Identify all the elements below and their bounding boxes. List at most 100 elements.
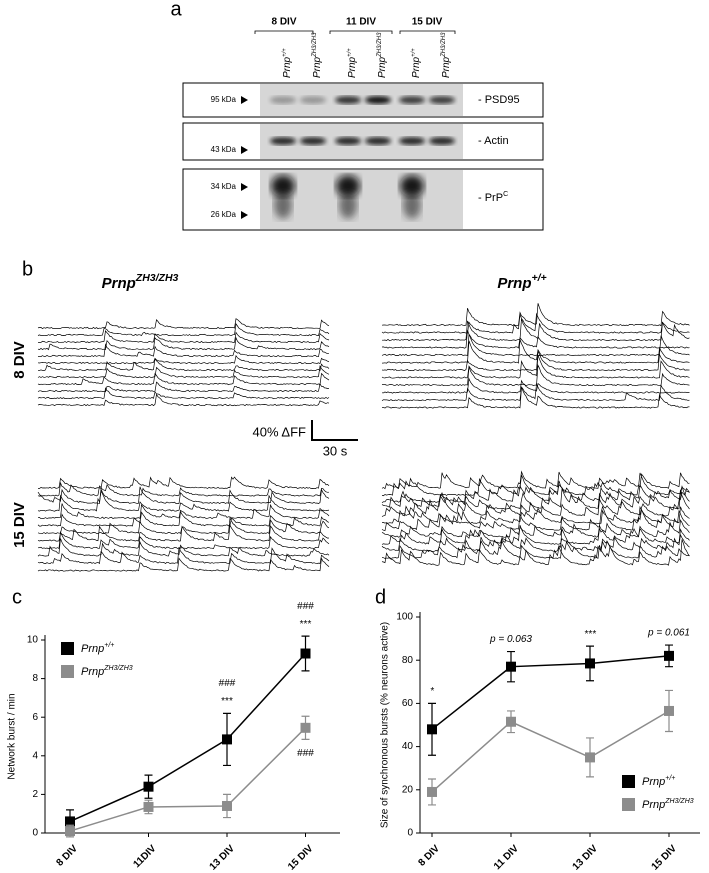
lane-label-sup: +/+ <box>411 48 417 57</box>
band <box>336 175 360 197</box>
group-line <box>399 30 456 34</box>
column-title-sup: +/+ <box>531 272 546 284</box>
blot-bands <box>270 96 455 219</box>
calcium-trace <box>381 524 690 545</box>
calcium-trace <box>37 381 329 393</box>
lane-label: Prnp+/+ <box>347 48 358 78</box>
calcium-trace <box>37 393 330 407</box>
band <box>339 191 357 219</box>
calcium-trace <box>381 339 690 364</box>
x-tick-label: 15 DIV <box>286 843 316 873</box>
calcium-trace <box>37 538 330 557</box>
band-label: - Actin <box>478 135 509 147</box>
series-line <box>69 653 307 823</box>
scale-bar-line <box>311 420 358 441</box>
band <box>399 137 425 145</box>
calcium-trace <box>381 472 690 497</box>
column-title-sup: ZH3/ZH3 <box>135 272 179 284</box>
legend-label-main: Prnp <box>81 666 104 678</box>
calcium-trace <box>37 503 330 520</box>
calcium-trace <box>37 486 330 505</box>
group-label: 15 DIV <box>412 17 443 28</box>
panel-label: d <box>375 586 386 608</box>
group-label: 8 DIV <box>271 17 296 28</box>
lane-label-main: Prnp <box>347 56 358 78</box>
calcium-trace <box>381 527 690 552</box>
marker-label: 26 kDa <box>211 210 237 219</box>
band <box>335 96 361 104</box>
calcium-trace <box>381 485 690 510</box>
calcium-trace <box>382 318 690 342</box>
y-axis-label: Network burst / min <box>7 693 18 779</box>
scale-label: 30 s <box>323 443 348 458</box>
band <box>270 137 296 145</box>
group-lines <box>254 30 456 34</box>
legend-swatch <box>61 665 74 678</box>
band <box>400 175 424 197</box>
legend-label: PrnpZH3/ZH3 <box>642 798 694 811</box>
calcium-trace <box>381 505 690 524</box>
band-label: - PSD95 <box>478 94 520 106</box>
calcium-trace <box>37 516 330 535</box>
band-label-sup: C <box>503 191 508 198</box>
marker-label: 95 kDa <box>211 95 237 104</box>
group-line <box>329 30 393 34</box>
marker-arrow <box>241 146 248 154</box>
legend-label: Prnp+/+ <box>81 642 114 655</box>
calcium-trace <box>37 322 330 337</box>
legend-label-sup: ZH3/ZH3 <box>103 665 133 672</box>
lane-label-main: Prnp <box>282 56 293 78</box>
y-tick-label: 20 <box>402 784 414 795</box>
band <box>365 96 391 104</box>
band <box>399 96 425 104</box>
annotation: * <box>430 686 435 697</box>
panel-label: a <box>170 0 182 20</box>
calcium-trace <box>37 372 330 386</box>
marker <box>65 816 75 827</box>
y-tick-label: 2 <box>32 789 38 800</box>
marker-arrow <box>241 96 248 104</box>
lane-label: PrnpZH3/ZH3 <box>377 32 388 78</box>
y-tick-label: 10 <box>27 635 39 646</box>
lane-label-sup: +/+ <box>282 48 288 57</box>
calcium-trace <box>381 387 690 409</box>
marker-arrow <box>241 211 248 219</box>
marker <box>143 801 154 812</box>
column-title: PrnpZH3/ZH3 <box>102 272 179 292</box>
y-axis-label: Size of synchronous bursts (% neurons ac… <box>380 622 391 828</box>
lane-label-main: Prnp <box>377 56 388 78</box>
y-tick-label: 60 <box>402 698 414 709</box>
series-line <box>431 655 670 730</box>
blot-image <box>260 170 463 229</box>
x-tick-label: 13 DIV <box>208 843 238 873</box>
lane-label: PrnpZH3/ZH3 <box>441 32 452 78</box>
calcium-trace <box>381 364 690 387</box>
column-title-main: Prnp <box>497 275 531 292</box>
x-tick-label: 11 DIV <box>492 843 521 872</box>
calcium-trace <box>381 354 690 379</box>
x-tick-label: 11DIV <box>131 843 158 870</box>
calcium-trace <box>381 333 690 357</box>
scale-label: 40% ΔFF <box>253 424 307 439</box>
group-line <box>254 30 314 34</box>
calcium-trace <box>381 470 690 490</box>
lane-label-sup: ZH3/ZH3 <box>377 32 383 58</box>
y-tick-label: 0 <box>32 828 38 839</box>
band-label-main: - Actin <box>478 135 509 147</box>
legend-label: PrnpZH3/ZH3 <box>81 665 133 678</box>
y-tick-label: 80 <box>402 655 414 666</box>
marker <box>664 650 674 661</box>
band-label-main: - PrP <box>478 192 503 204</box>
marker <box>664 705 674 716</box>
column-title: Prnp+/+ <box>497 272 546 292</box>
x-tick-label: 13 DIV <box>571 843 601 873</box>
annotation: *** <box>584 629 597 640</box>
band <box>300 96 326 104</box>
calcium-trace <box>37 387 330 400</box>
marker <box>300 722 311 733</box>
lane-label-sup: ZH3/ZH3 <box>441 32 447 58</box>
band <box>300 137 326 145</box>
annotation: p = 0.063 <box>489 634 532 645</box>
